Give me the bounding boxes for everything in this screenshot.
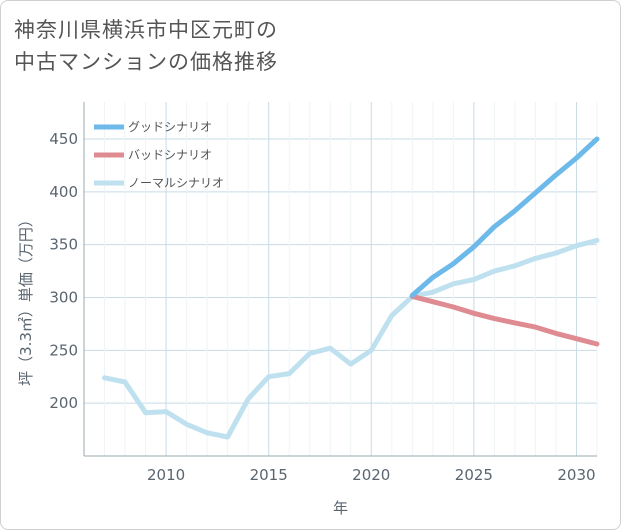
y-tick-label-400: 400 — [49, 183, 78, 201]
series-line-0 — [409, 136, 600, 298]
series-line-2 — [102, 237, 600, 440]
series-line-1 — [409, 293, 600, 347]
title-line-1: 神奈川県横浜市中区元町の — [14, 18, 278, 42]
series-lines — [102, 136, 600, 440]
y-tick-label-200: 200 — [49, 394, 78, 412]
x-axis-ticks: 2010 2015 2020 2025 2030 — [147, 466, 596, 484]
x-tick-label-2020: 2020 — [352, 466, 390, 484]
y-tick-label-350: 350 — [49, 236, 78, 254]
chart-title: 神奈川県横浜市中区元町の 中古マンションの価格推移 — [14, 14, 574, 78]
x-tick-label-2030: 2030 — [557, 466, 595, 484]
y-tick-label-450: 450 — [49, 130, 78, 148]
title-line-2: 中古マンションの価格推移 — [14, 50, 278, 74]
x-tick-label-2025: 2025 — [455, 466, 493, 484]
x-axis-title: 年 — [333, 499, 348, 517]
y-axis-ticks: 200 250 300 350 400 450 — [49, 130, 78, 412]
x-tick-label-2015: 2015 — [250, 466, 288, 484]
y-tick-label-250: 250 — [49, 341, 78, 359]
y-tick-label-300: 300 — [49, 288, 78, 306]
grid — [83, 102, 598, 457]
legend-label-1[interactable]: バッドシナリオ — [128, 148, 212, 162]
legend-label-0[interactable]: グッドシナリオ — [128, 120, 212, 134]
x-tick-label-2010: 2010 — [147, 466, 185, 484]
legend-label-2[interactable]: ノーマルシナリオ — [128, 176, 224, 190]
y-axis-title: 坪（3.3㎡）単価（万円） — [17, 212, 35, 386]
